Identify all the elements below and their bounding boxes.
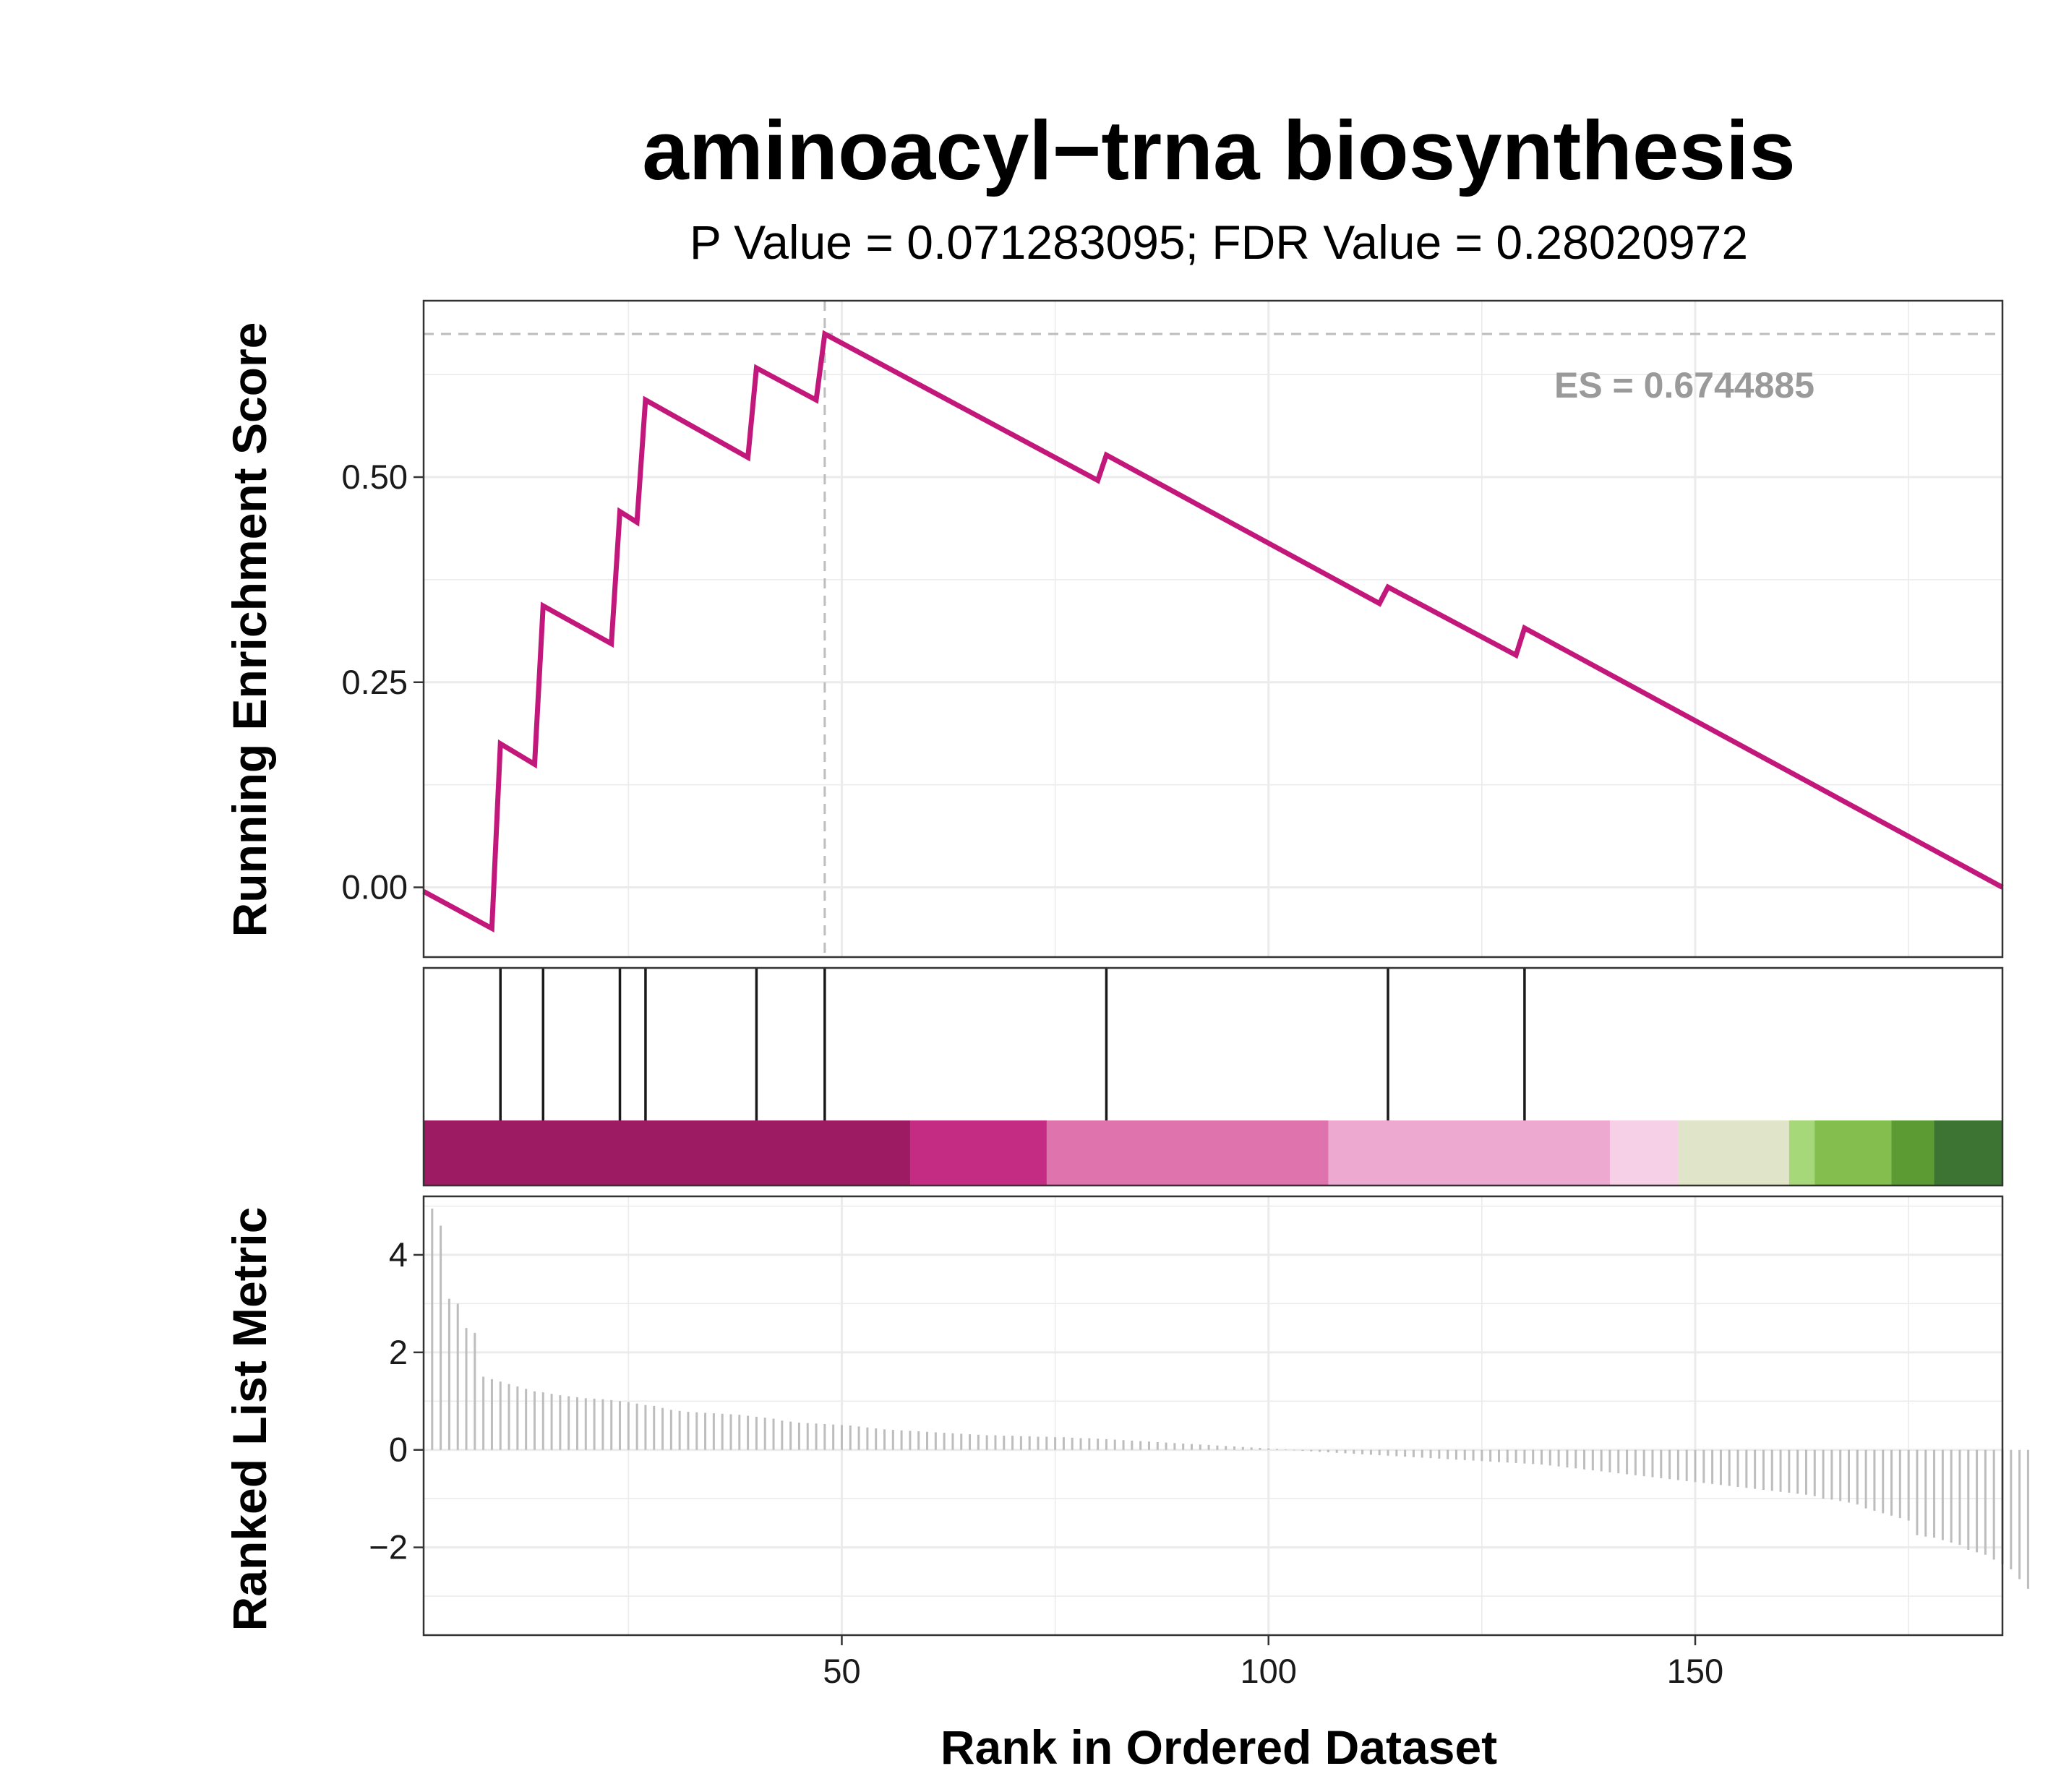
y-tick-label: 0.25 <box>342 663 408 701</box>
x-tick-label: 50 <box>823 1652 860 1690</box>
color-bar-segment <box>1328 1120 1611 1186</box>
x-axis-title: Rank in Ordered Dataset <box>941 1720 1497 1774</box>
gene-hits-panel <box>422 966 2004 1187</box>
y-tick-label: 2 <box>389 1333 408 1371</box>
color-bar-segment <box>1891 1120 1935 1186</box>
x-axis: 50 100 150 <box>823 1635 1723 1690</box>
color-bar-segment <box>1815 1120 1893 1186</box>
ranked-metric-y-axis-title: Ranked List Metric <box>223 1207 276 1632</box>
running-es-y-axis: 0.00 0.25 0.50 <box>342 458 424 906</box>
color-bar-segment <box>909 1120 1047 1186</box>
ranked-metric-panel-border <box>422 1195 2004 1637</box>
color-bar-segment <box>1046 1120 1329 1186</box>
ranked-metric-bars <box>431 1208 2029 1589</box>
running-es-panel-border <box>422 299 2004 959</box>
color-bar-segment <box>1788 1120 1815 1186</box>
color-bar-segment <box>1934 1120 2003 1186</box>
x-tick-label: 150 <box>1667 1652 1723 1690</box>
y-tick-label: 0.00 <box>342 868 408 906</box>
ranked-metric-gridlines <box>424 1196 2002 1635</box>
color-bar-segment <box>424 1120 911 1186</box>
color-bar-segment <box>1609 1120 1679 1186</box>
running-es-panel: ES = 0.6744885 0.00 0.25 0.50 <box>342 299 2004 959</box>
chart-title: aminoacyl−trna biosynthesis <box>642 103 1796 197</box>
y-tick-label: 0.50 <box>342 458 408 496</box>
rank-color-bar <box>424 1120 2003 1186</box>
ranked-metric-panel: −2 0 2 4 50 100 150 <box>369 1195 2029 1690</box>
running-es-line <box>422 330 2004 933</box>
ranked-metric-y-axis: −2 0 2 4 <box>369 1235 424 1566</box>
gene-hits-panel-border <box>422 966 2004 1187</box>
y-tick-label: −2 <box>369 1528 408 1566</box>
running-es-gridlines <box>424 301 2002 957</box>
es-label: ES = 0.6744885 <box>1554 365 1815 406</box>
chart-subtitle: P Value = 0.071283095; FDR Value = 0.280… <box>690 215 1748 269</box>
y-tick-label: 4 <box>389 1235 408 1274</box>
running-es-y-axis-title: Running Enrichment Score <box>223 322 276 938</box>
x-tick-label: 100 <box>1241 1652 1297 1690</box>
y-tick-label: 0 <box>389 1431 408 1469</box>
color-bar-segment <box>1678 1120 1790 1186</box>
